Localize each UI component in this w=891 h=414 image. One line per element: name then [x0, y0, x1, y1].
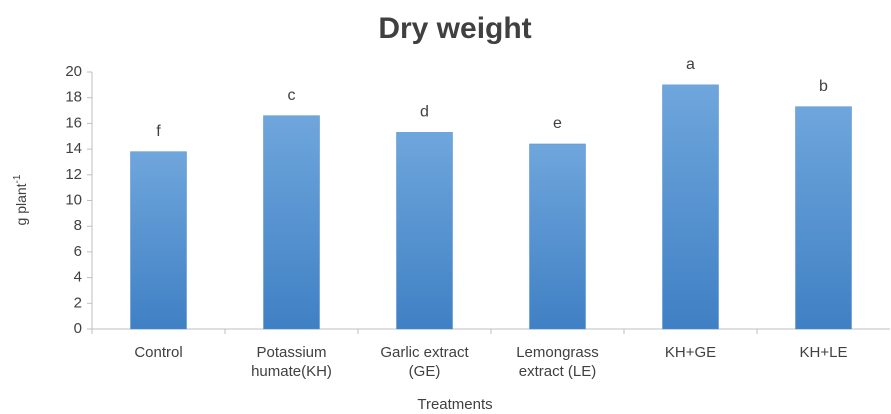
chart-title: Dry weight	[378, 12, 531, 45]
bar	[396, 132, 453, 330]
x-tick-label: Potassium humate(KH)	[251, 344, 332, 380]
y-tick-label: 14	[65, 140, 82, 157]
y-tick-label: 18	[65, 89, 82, 106]
x-axis-label: Treatments	[417, 396, 492, 413]
y-tick-label: 10	[65, 191, 82, 208]
y-axis-label-main: g plant	[13, 183, 29, 225]
bar	[130, 151, 187, 330]
y-tick-label: 20	[65, 63, 82, 80]
y-axis-label: g plant-1	[12, 174, 29, 225]
bar	[529, 143, 586, 330]
bar-annotation: a	[686, 56, 695, 73]
y-tick-label: 12	[65, 166, 82, 183]
bar-annotation: d	[420, 104, 429, 121]
y-tick-label: 16	[65, 114, 82, 131]
bar	[662, 84, 719, 330]
bar	[263, 115, 320, 330]
x-tick-label: Lemongrass extract (LE)	[516, 344, 599, 380]
y-tick-label: 0	[74, 320, 82, 337]
y-tick-label: 8	[74, 217, 82, 234]
x-tick-label: Control	[134, 344, 183, 361]
x-tick-label: KH+GE	[664, 344, 717, 361]
y-tick-label: 4	[74, 269, 82, 286]
y-tick-label: 6	[74, 243, 82, 260]
x-tick-label: Garlic extract (GE)	[380, 344, 469, 380]
y-tick-label: 2	[74, 294, 82, 311]
bar-annotation: e	[553, 115, 562, 132]
x-tick-label: KH+LE	[799, 344, 848, 361]
bar	[795, 106, 852, 330]
y-axis-label-sup: -1	[12, 174, 23, 183]
bar-annotation: b	[819, 78, 828, 95]
bar-annotation: c	[288, 87, 296, 104]
bar-annotation: f	[156, 123, 161, 140]
